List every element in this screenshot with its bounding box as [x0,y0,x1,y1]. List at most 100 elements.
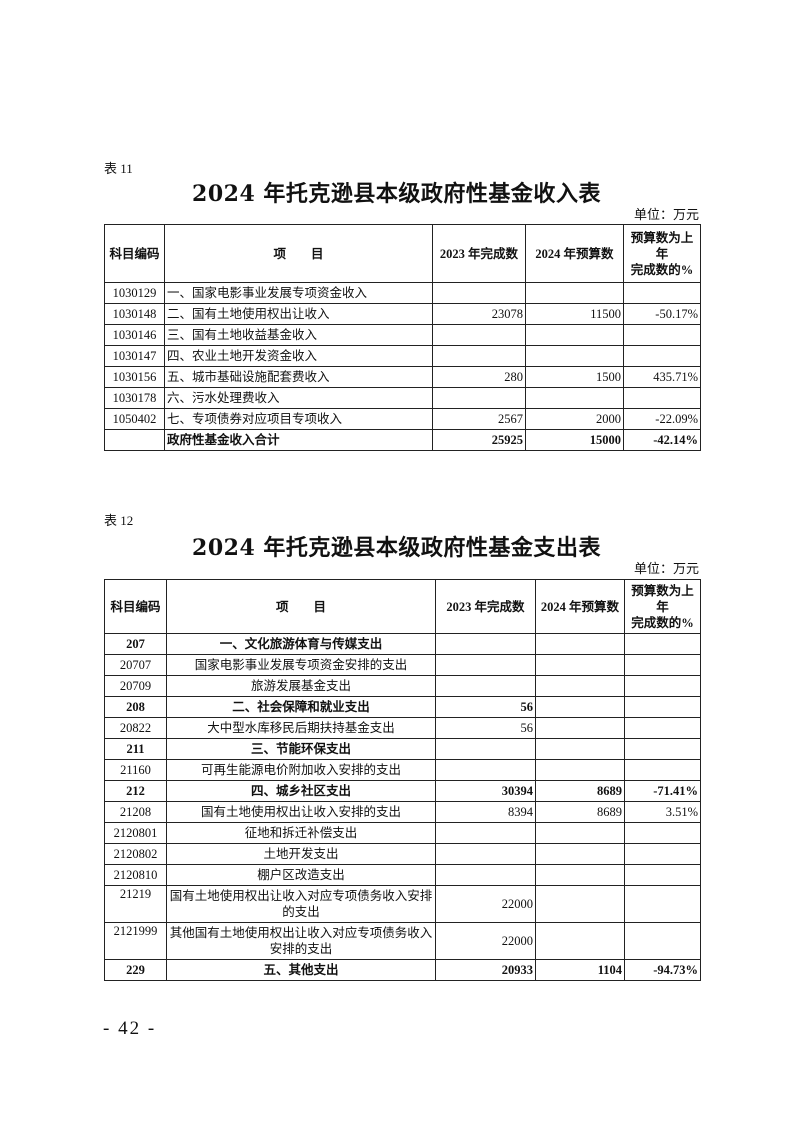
cell-item: 国家电影事业发展专项资金安排的支出 [166,654,436,676]
table-row: 207 一、文化旅游体育与传媒支出 [104,633,701,655]
cell-code: 212 [104,780,167,802]
cell-code: 2120802 [104,843,167,865]
cell-pct [624,922,701,960]
header-item: 项 目 [164,224,433,283]
table-row: 1030178 六、污水处理费收入 [104,387,701,409]
table-row: 211 三、节能环保支出 [104,738,701,760]
cell-code: 207 [104,633,167,655]
cell-code: 1030156 [104,366,165,388]
cell-item: 棚户区改造支出 [166,864,436,886]
cell-code: 1030178 [104,387,165,409]
cell-code: 20709 [104,675,167,697]
cell-2023: 22000 [435,885,536,923]
cell-pct [623,345,701,367]
cell-2024 [535,654,625,676]
table-row: 2121999 其他国有土地使用权出让收入对应专项债务收入安排的支出 22000 [104,922,701,960]
cell-2024: 8689 [535,801,625,823]
cell-2024: 1104 [535,959,625,981]
cell-code [104,429,165,451]
cell-code: 21219 [104,885,167,923]
cell-2023: 56 [435,696,536,718]
cell-2024: 11500 [525,303,624,325]
cell-code: 229 [104,959,167,981]
header-pct: 预算数为上年 完成数的% [624,579,701,634]
cell-2023 [435,822,536,844]
table-row: 1030146 三、国有土地收益基金收入 [104,324,701,346]
cell-2024: 2000 [525,408,624,430]
cell-2023 [432,345,526,367]
cell-item: 政府性基金收入合计 [164,429,433,451]
table-row: 2120810 棚户区改造支出 [104,864,701,886]
cell-item: 四、城乡社区支出 [166,780,436,802]
cell-item: 四、农业土地开发资金收入 [164,345,433,367]
table-row: 21160 可再生能源电价附加收入安排的支出 [104,759,701,781]
header-item: 项 目 [166,579,436,634]
cell-item: 二、国有土地使用权出让收入 [164,303,433,325]
cell-item: 三、节能环保支出 [166,738,436,760]
table-11-title: 2024 年托克逊县本级政府性基金收入表 [192,181,601,207]
cell-2023 [435,633,536,655]
cell-2023: 2567 [432,408,526,430]
cell-2024 [535,885,625,923]
cell-2023 [432,387,526,409]
cell-code: 2120810 [104,864,167,886]
cell-item: 七、专项债券对应项目专项收入 [164,408,433,430]
cell-2023: 23078 [432,303,526,325]
cell-2024 [535,822,625,844]
cell-code: 1030148 [104,303,165,325]
cell-code: 1030129 [104,282,165,304]
cell-code: 21208 [104,801,167,823]
cell-code: 20822 [104,717,167,739]
cell-2024 [535,738,625,760]
cell-2023 [435,738,536,760]
table-row: 1030147 四、农业土地开发资金收入 [104,345,701,367]
cell-2024 [525,324,624,346]
cell-2023 [435,675,536,697]
cell-2024: 8689 [535,780,625,802]
cell-item: 旅游发展基金支出 [166,675,436,697]
cell-2024: 1500 [525,366,624,388]
cell-2023: 8394 [435,801,536,823]
cell-2023 [435,843,536,865]
cell-2024 [525,345,624,367]
table-row: 1030129 一、国家电影事业发展专项资金收入 [104,282,701,304]
cell-2024 [535,843,625,865]
cell-code: 1030146 [104,324,165,346]
cell-2024 [535,633,625,655]
cell-pct: -50.17% [623,303,701,325]
table-row: 1030148 二、国有土地使用权出让收入 23078 11500 -50.17% [104,303,701,325]
table-row: 1030156 五、城市基础设施配套费收入 280 1500 435.71% [104,366,701,388]
cell-code: 1050402 [104,408,165,430]
cell-2023: 56 [435,717,536,739]
cell-item: 土地开发支出 [166,843,436,865]
cell-code: 211 [104,738,167,760]
expenditure-table: 科目编码项 目 2023 年完成数 2024 年预算数 预算数为上年 完成数的% 207… [104,579,701,981]
cell-pct [624,696,701,718]
cell-pct: 435.71% [623,366,701,388]
cell-pct: -22.09% [623,408,701,430]
header-pct: 预算数为上年 完成数的% [623,224,701,283]
cell-pct [624,843,701,865]
cell-2023 [435,759,536,781]
table-row: 2120801 征地和拆迁补偿支出 [104,822,701,844]
cell-pct [623,282,701,304]
cell-code: 2120801 [104,822,167,844]
cell-2023: 280 [432,366,526,388]
table-row: 1050402 七、专项债券对应项目专项收入 2567 2000 -22.09% [104,408,701,430]
table-row: 212 四、城乡社区支出 30394 8689 -71.41% [104,780,701,802]
table-row: 政府性基金收入合计 25925 15000 -42.14% [104,429,701,451]
cell-pct [624,675,701,697]
cell-pct [624,759,701,781]
cell-pct: 3.51% [624,801,701,823]
cell-2023: 22000 [435,922,536,960]
table-11-label: 表 11 [104,161,133,176]
cell-pct: -94.73% [624,959,701,981]
cell-item: 五、其他支出 [166,959,436,981]
cell-2024 [535,675,625,697]
cell-2024 [525,282,624,304]
cell-item: 大中型水库移民后期扶持基金支出 [166,717,436,739]
cell-item: 一、文化旅游体育与传媒支出 [166,633,436,655]
cell-2024 [535,922,625,960]
cell-pct [624,885,701,923]
cell-item: 国有土地使用权出让收入安排的支出 [166,801,436,823]
